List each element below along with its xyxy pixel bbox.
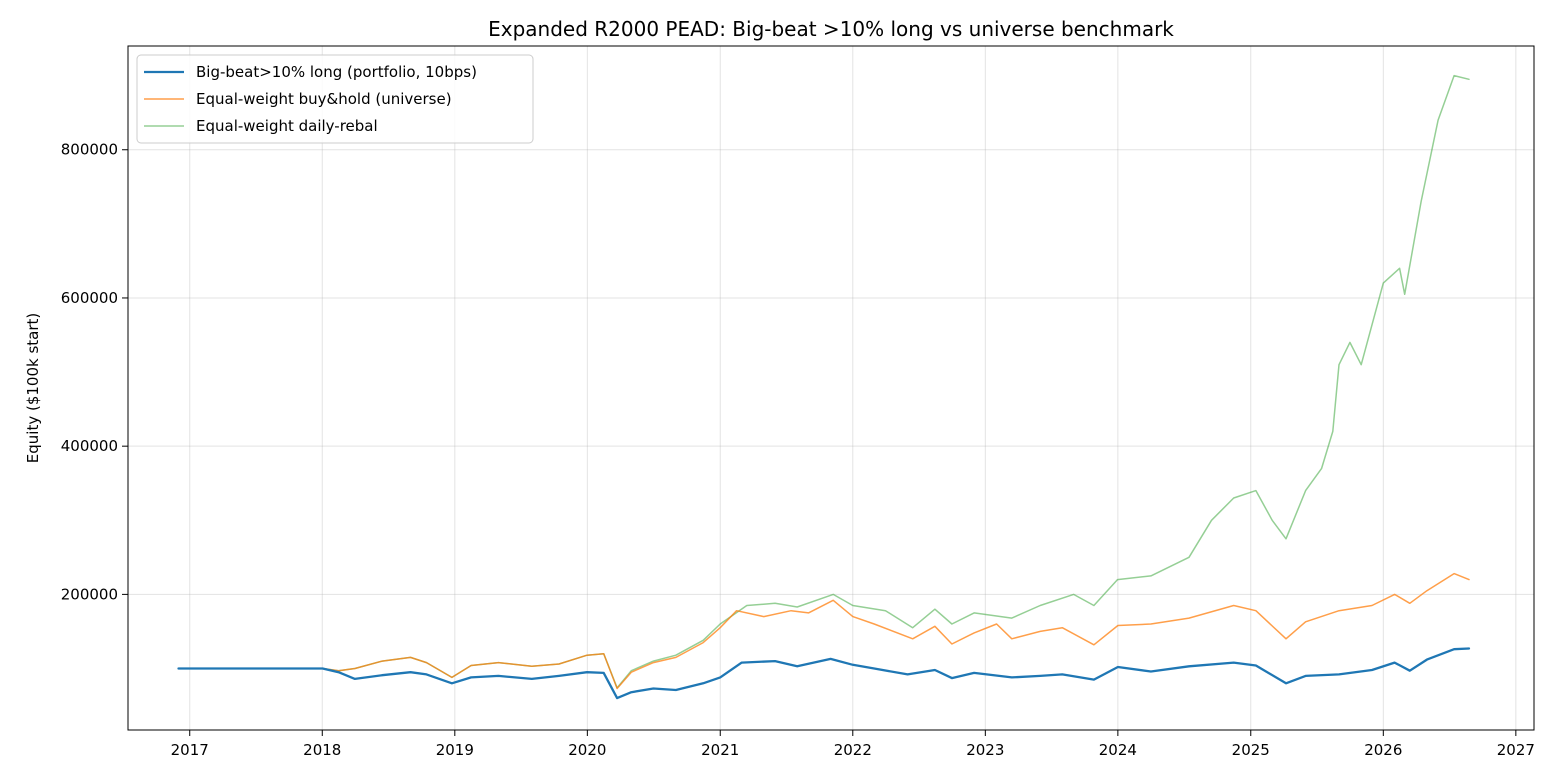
plot-frame (127, 45, 1535, 731)
legend-label-1: Equal-weight buy&hold (universe) (196, 90, 452, 108)
series-layer (177, 74, 1471, 700)
legend: Big-beat>10% long (portfolio, 10bps) Equa… (136, 54, 534, 144)
x-tick-label: 2027 (1497, 741, 1535, 759)
x-tick-label: 2021 (701, 741, 739, 759)
x-tick-label: 2019 (436, 741, 474, 759)
legend-label-2: Equal-weight daily-rebal (196, 117, 378, 135)
x-tick-label: 2023 (966, 741, 1004, 759)
y-tick-label: 200000 (61, 585, 118, 603)
legend-items: Big-beat>10% long (portfolio, 10bps) Equa… (144, 63, 477, 135)
x-tick-label: 2018 (303, 741, 341, 759)
y-tick-label: 400000 (61, 437, 118, 455)
x-tick-label: 2017 (171, 741, 209, 759)
chart-title: Expanded R2000 PEAD: Big-beat >10% long … (488, 17, 1174, 41)
y-axis-title: Equity ($100k start) (24, 313, 42, 463)
legend-label-0: Big-beat>10% long (portfolio, 10bps) (196, 63, 477, 81)
legend-box (136, 54, 534, 144)
tick-layer: 2017 2018 2019 2020 2021 2022 2023 2024 2025 2026… (61, 141, 1535, 759)
x-tick-label: 2020 (568, 741, 606, 759)
grid-layer (128, 46, 1534, 730)
y-tick-label: 600000 (61, 289, 118, 307)
x-tick-label: 2024 (1099, 741, 1137, 759)
series-line-1 (321, 572, 1470, 690)
x-tick-label: 2025 (1232, 741, 1270, 759)
x-tick-label: 2022 (834, 741, 872, 759)
x-tick-label: 2026 (1364, 741, 1402, 759)
series-line-0 (177, 647, 1471, 700)
y-tick-label: 800000 (61, 141, 118, 159)
